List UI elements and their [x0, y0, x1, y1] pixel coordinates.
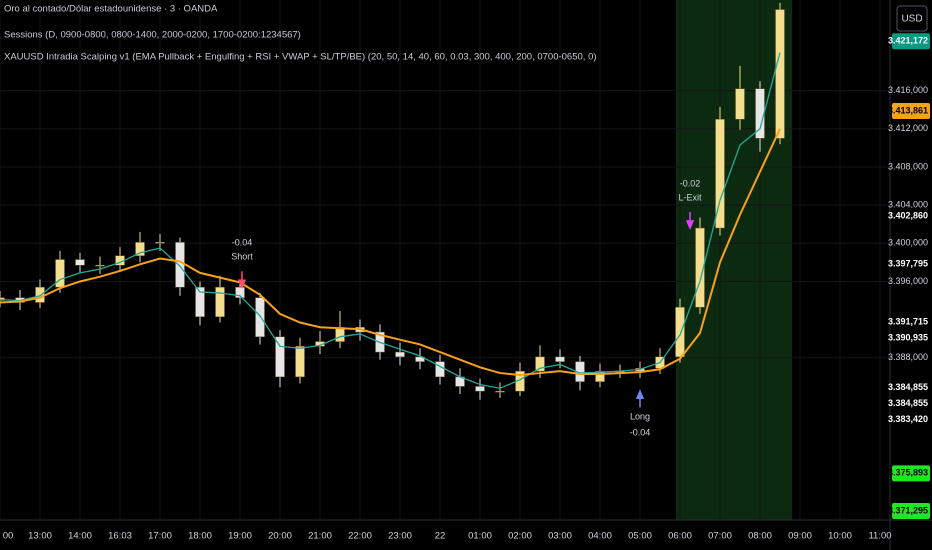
candle-body — [195, 286, 205, 318]
x-tick-label: 06:00 — [668, 531, 692, 542]
price-label: 3.390,935 — [888, 333, 928, 343]
candle-body — [475, 386, 485, 392]
candle-body — [215, 286, 225, 318]
candle-body — [335, 327, 345, 342]
candle-body — [235, 286, 245, 298]
price-label: 3.375,893 — [888, 468, 928, 478]
candle-body — [35, 286, 45, 303]
chart-title: Oro al contado/Dólar estadounidense · 3 … — [4, 4, 218, 15]
candle-body — [275, 336, 285, 378]
price-label-box — [892, 314, 930, 331]
y-tick-label: 3.396,000 — [888, 276, 928, 286]
signal-marker — [685, 212, 695, 230]
x-tick-label: 14:00 — [68, 531, 92, 542]
candle-body — [415, 356, 425, 362]
x-tick-label: 02:00 — [508, 531, 532, 542]
price-label: 3.383,420 — [888, 414, 928, 424]
y-tick-label: 3.408,000 — [888, 161, 928, 171]
signal-marker — [635, 389, 645, 408]
signal-label: Long — [630, 412, 650, 422]
price-label: 3.413,861 — [888, 105, 928, 115]
candle-body — [295, 346, 305, 378]
candle-body — [715, 119, 725, 229]
x-tick-label: 08:00 — [748, 531, 772, 542]
x-tick-label: 03:00 — [548, 531, 572, 542]
candle-body — [135, 242, 145, 256]
candle-body — [95, 264, 105, 267]
price-label: 3.421,172 — [888, 36, 928, 46]
candle-body — [735, 88, 745, 120]
price-label-box — [892, 465, 930, 482]
x-tick-label: 10:00 — [828, 531, 852, 542]
candle-body — [555, 356, 565, 362]
x-tick-label: 01:00 — [468, 531, 492, 542]
price-label: 3.371,295 — [888, 505, 928, 515]
price-label-box — [892, 103, 930, 120]
candle-body — [255, 297, 265, 338]
signal-label: L-Exit — [678, 192, 702, 202]
candle-body — [695, 227, 705, 308]
y-tick-label: 3.416,000 — [888, 85, 928, 95]
x-tick-label: 04:00 — [588, 531, 612, 542]
price-label-box — [892, 411, 930, 428]
x-tick-label: 20:00 — [268, 531, 292, 542]
signal-pnl: -0.02 — [680, 178, 701, 188]
price-label-box — [892, 256, 930, 273]
currency-label[interactable]: USD — [901, 14, 922, 25]
signal-pnl: -0.04 — [232, 238, 253, 248]
currency-button[interactable] — [896, 5, 928, 32]
candle-body — [75, 259, 85, 266]
x-tick-label: 05:00 — [628, 531, 652, 542]
candle-body — [155, 242, 165, 244]
x-tick-label: 07:00 — [708, 531, 732, 542]
candle-body — [775, 9, 785, 139]
y-tick-label: 3.400,000 — [888, 238, 928, 248]
ema-line — [0, 52, 781, 390]
price-label: 3.402,860 — [888, 210, 928, 220]
indicator-legend: XAUUSD Intradia Scalping v1 (EMA Pullbac… — [4, 52, 597, 63]
price-label: 3.397,795 — [888, 259, 928, 269]
price-label: 3.384,855 — [888, 398, 928, 408]
candle-body — [495, 390, 505, 393]
y-tick-label: 3.412,000 — [888, 123, 928, 133]
price-label-box — [892, 330, 930, 347]
x-tick-label: 11:00 — [868, 531, 891, 542]
price-label-box — [892, 503, 930, 519]
candle-body — [535, 356, 545, 372]
x-tick-label: 22:00 — [348, 531, 372, 542]
signal-label: Short — [231, 252, 253, 262]
candle-body — [175, 242, 185, 288]
x-tick-label: 16:03 — [108, 531, 132, 542]
x-tick-label: 22 — [435, 531, 446, 542]
price-label: 3.384,855 — [888, 382, 928, 392]
price-label-box — [892, 379, 930, 396]
x-tick-label: 18:00 — [188, 531, 212, 542]
price-label-box — [892, 208, 930, 225]
y-tick-label: 3.388,000 — [888, 352, 928, 362]
candle-body — [435, 361, 445, 378]
price-label-box — [892, 395, 930, 412]
indicator-legend: Sessions (D, 0900-0800, 0800-1400, 2000-… — [4, 30, 301, 41]
plot-area — [0, 0, 890, 520]
candle-body — [55, 259, 65, 288]
candle-body — [395, 351, 405, 358]
y-tick-label: 3.404,000 — [888, 200, 928, 210]
price-label-box — [892, 33, 930, 50]
signal-marker — [237, 271, 247, 290]
candle-body — [595, 370, 605, 382]
session-highlight — [676, 0, 792, 520]
x-tick-label: 17:00 — [148, 531, 172, 542]
x-tick-label: 13:00 — [28, 531, 52, 542]
x-tick-label: 00 — [3, 531, 14, 542]
price-label: 3.391,715 — [888, 317, 928, 327]
x-tick-label: 23:00 — [388, 531, 412, 542]
x-tick-label: 21:00 — [308, 531, 332, 542]
candle-body — [675, 306, 685, 358]
x-tick-label: 09:00 — [788, 531, 812, 542]
x-tick-label: 19:00 — [228, 531, 252, 542]
ema-line — [0, 128, 781, 376]
signal-pnl: -0.04 — [630, 428, 651, 438]
